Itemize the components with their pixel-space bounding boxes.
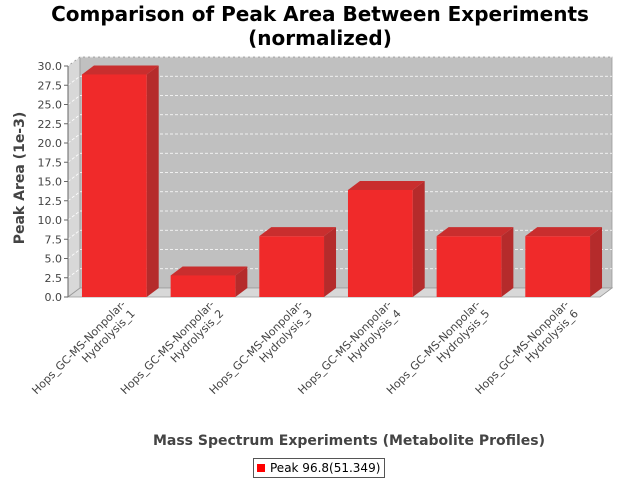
y-tick-label: 27.5 bbox=[38, 79, 63, 92]
gridline-side bbox=[67, 75, 81, 86]
chart-title-line-2: (normalized) bbox=[248, 26, 392, 50]
x-tick-label-line: Hops_GC-MS-Nonpolar- bbox=[29, 298, 128, 397]
bar-front bbox=[347, 189, 413, 297]
y-tick-label: 5.0 bbox=[45, 253, 63, 266]
gridline-side bbox=[67, 114, 81, 125]
chart-title-line-1: Comparison of Peak Area Between Experime… bbox=[51, 2, 589, 26]
legend-swatch bbox=[257, 464, 265, 472]
y-tick-label: 17.5 bbox=[38, 156, 63, 169]
y-tick-label: 10.0 bbox=[38, 214, 63, 227]
gridline-side bbox=[67, 56, 81, 67]
x-axis: Hops_GC-MS-Nonpolar-Hydrolysis_1Hops_GC-… bbox=[29, 298, 581, 397]
bar-side bbox=[146, 65, 159, 297]
bar-side bbox=[590, 227, 603, 297]
gridline-side bbox=[67, 95, 81, 105]
bar bbox=[347, 180, 425, 297]
bar-front bbox=[436, 236, 502, 297]
bar-top bbox=[81, 65, 159, 75]
y-tick-label: 0.0 bbox=[45, 291, 63, 304]
legend-label: Peak 96.8(51.349) bbox=[270, 461, 381, 475]
bar-top bbox=[525, 227, 603, 237]
bar bbox=[170, 266, 248, 297]
bar bbox=[81, 65, 159, 297]
bar-side bbox=[412, 180, 425, 297]
gridline-side bbox=[67, 133, 81, 144]
gridline-side bbox=[67, 268, 81, 279]
gridline-side bbox=[67, 152, 81, 163]
y-axis: 0.0 2.5 5.0 7.5 10.0 12.5 15.0 17.5 20.0 22.5 25.0… bbox=[38, 60, 69, 304]
bar-side bbox=[501, 227, 514, 297]
gridline-side bbox=[67, 249, 81, 259]
gridline-side bbox=[67, 172, 81, 182]
gridline-side bbox=[67, 210, 81, 221]
x-axis-label: Mass Spectrum Experiments (Metabolite Pr… bbox=[153, 433, 545, 449]
y-tick-label: 2.5 bbox=[45, 272, 63, 285]
bar-series bbox=[81, 65, 603, 297]
gridlines bbox=[67, 56, 612, 279]
bar bbox=[259, 227, 337, 297]
bar-top bbox=[259, 227, 337, 237]
bar-front bbox=[81, 74, 147, 297]
bar-front bbox=[170, 275, 236, 297]
y-tick-label: 25.0 bbox=[38, 99, 63, 112]
y-tick-label: 30.0 bbox=[38, 60, 63, 73]
bar-top bbox=[170, 266, 248, 276]
bar-top bbox=[347, 180, 425, 190]
y-axis-label: Peak Area (1e-3) bbox=[12, 112, 28, 245]
legend: Peak 96.8(51.349) bbox=[253, 458, 386, 478]
y-tick-label: 22.5 bbox=[38, 118, 63, 131]
y-tick-label: 20.0 bbox=[38, 137, 63, 150]
bar bbox=[525, 227, 603, 297]
bar-top bbox=[436, 227, 514, 237]
bar bbox=[436, 227, 514, 297]
chart-title: Comparison of Peak Area Between Experime… bbox=[0, 2, 640, 50]
bar-front bbox=[259, 236, 325, 297]
bar-front bbox=[525, 236, 591, 297]
bar-side bbox=[235, 266, 248, 297]
y-tick-label: 7.5 bbox=[45, 233, 63, 246]
bar-side bbox=[324, 227, 337, 297]
y-tick-label: 15.0 bbox=[38, 176, 63, 189]
gridline-side bbox=[67, 191, 81, 202]
gridline-side bbox=[67, 229, 81, 240]
y-tick-label: 12.5 bbox=[38, 195, 63, 208]
